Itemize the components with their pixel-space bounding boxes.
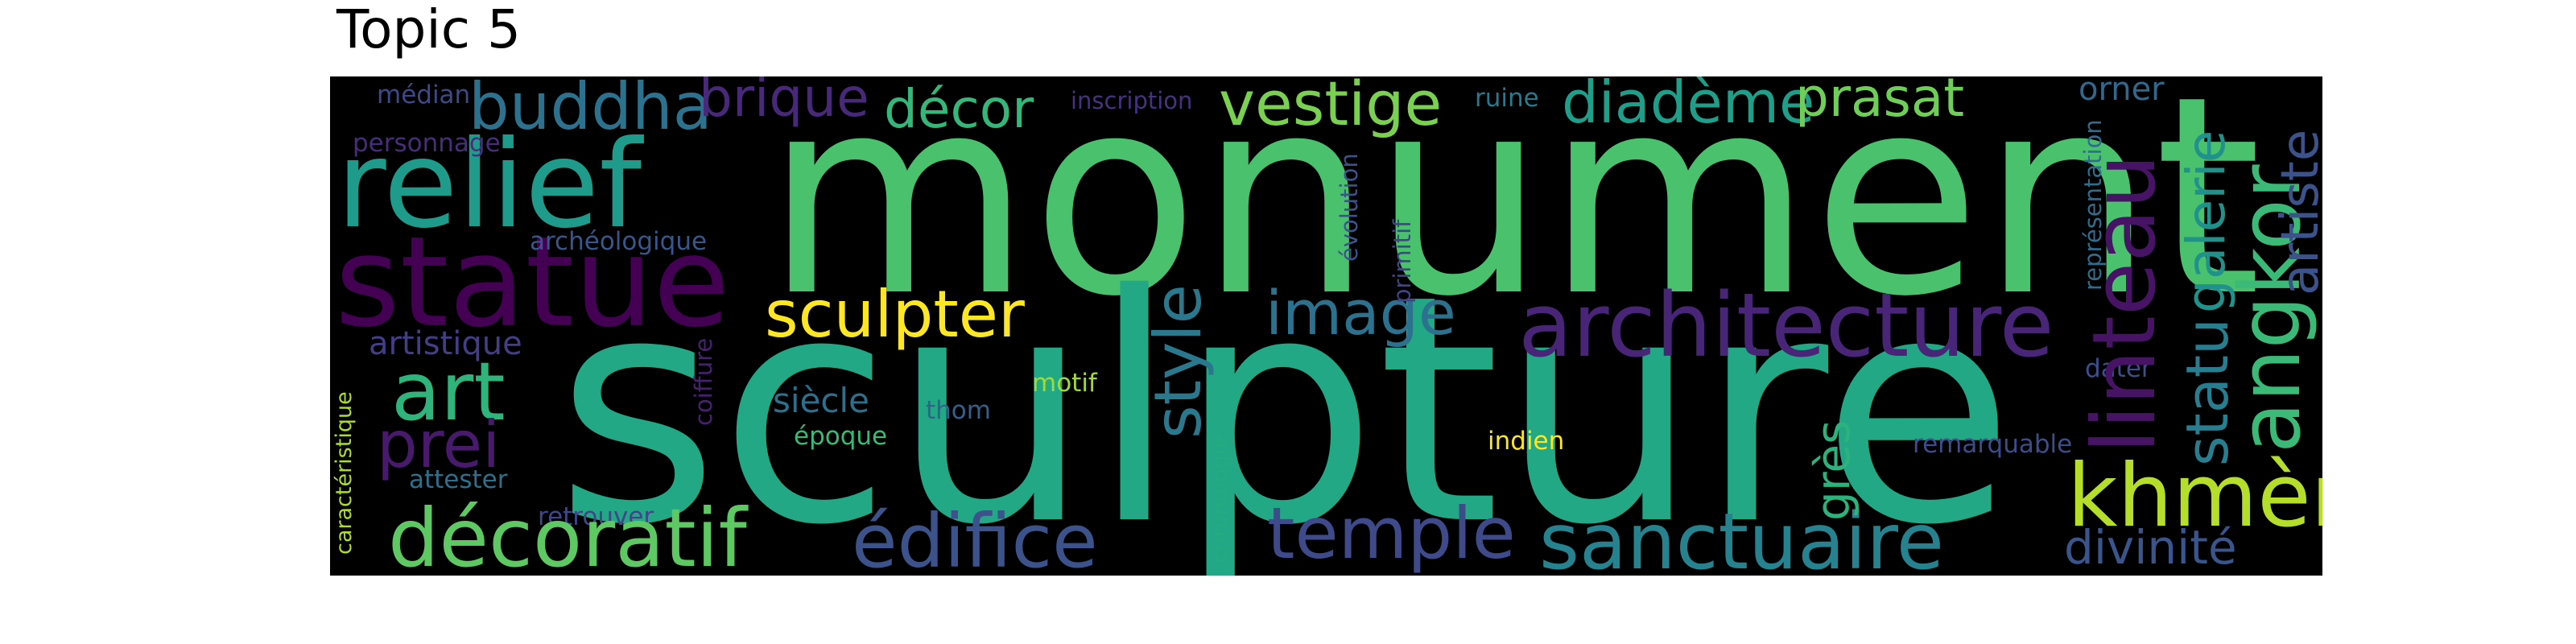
word-brique: brique: [699, 76, 869, 129]
figure-title: Topic 5: [336, 0, 521, 60]
word-sculpture: sculpture: [555, 228, 2015, 576]
word-image: image: [1265, 277, 1456, 349]
word-primitif: primitif: [1389, 219, 1416, 303]
word-coiffure: coiffure: [690, 337, 717, 426]
word-relief: relief: [336, 115, 642, 255]
word-median: médian: [377, 80, 471, 109]
word-thom: thom: [926, 396, 991, 425]
word-orner: orner: [2079, 76, 2165, 108]
word-edifice: édifice: [852, 498, 1098, 576]
word-prei: prei: [377, 407, 501, 482]
word-attester: attester: [409, 465, 508, 494]
word-art: art: [391, 345, 506, 439]
word-vestige: vestige: [1219, 76, 1443, 139]
word-artiste: artiste: [2271, 129, 2322, 295]
word-ruine: ruine: [1475, 84, 1539, 113]
word-statue: statue: [335, 209, 730, 355]
word-artistique: artistique: [369, 325, 522, 362]
word-motif: motif: [1032, 369, 1097, 398]
word-monument: monument: [765, 76, 2262, 357]
word-decoratif: décoratif: [388, 491, 747, 576]
word-indien: indien: [1488, 427, 1565, 456]
word-sanctuaire: sanctuaire: [1539, 497, 1944, 576]
word-diademe: diadème: [1562, 76, 1815, 136]
word-prasat: prasat: [1795, 76, 1965, 129]
word-decor: décor: [884, 78, 1034, 140]
word-evolution: évolution: [1335, 153, 1363, 262]
word-style: style: [1141, 284, 1216, 439]
word-cloud: monument sculpture relief statue buddha …: [330, 76, 2322, 576]
word-khmer: khmèr: [2067, 446, 2322, 547]
word-sculpter: sculpter: [765, 277, 1025, 352]
word-gres: grès: [1806, 419, 1860, 521]
word-retrouver: retrouver: [538, 502, 654, 531]
word-linteau: linteau: [2074, 154, 2175, 453]
word-archeologique: archéologique: [530, 227, 708, 256]
word-caracteristique: caractéristique: [332, 391, 357, 555]
word-remarquable: remarquable: [1913, 430, 2073, 459]
word-personnage: personnage: [353, 129, 501, 158]
word-chronologie: chronologie: [1208, 436, 1232, 563]
word-temple: temple: [1267, 492, 1516, 575]
word-siecle: siècle: [773, 381, 869, 420]
word-dater: dater: [2085, 354, 2152, 383]
word-divinite: divinité: [2064, 520, 2237, 575]
word-buddha: buddha: [469, 76, 712, 144]
word-epoque: époque: [794, 422, 888, 451]
word-inscription: inscription: [1071, 87, 1193, 114]
word-architecture: architecture: [1518, 274, 2054, 377]
